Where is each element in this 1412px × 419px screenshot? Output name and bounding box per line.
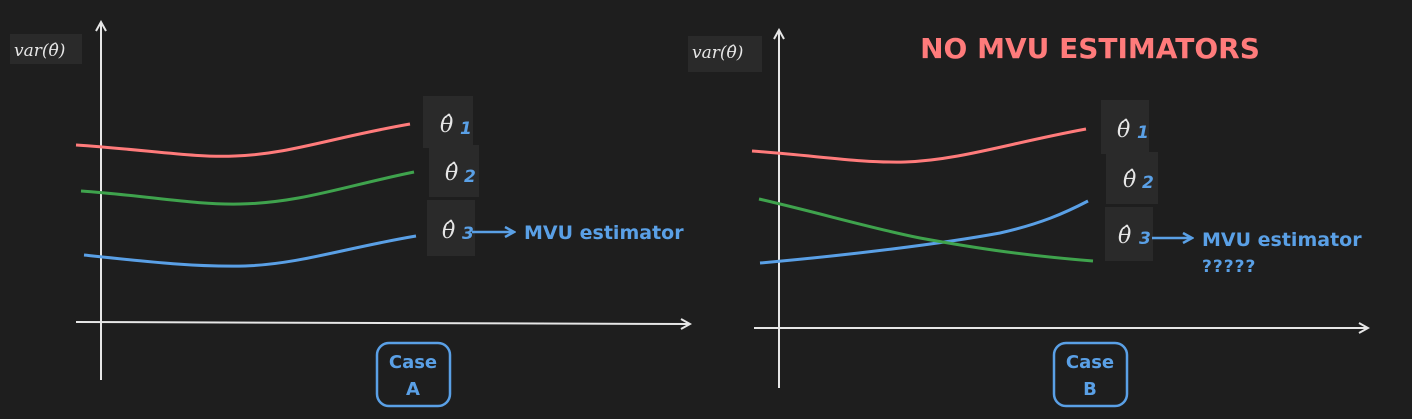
estimator-label-2-a: θ̂ 2 (429, 145, 479, 197)
curve-theta1-a (75, 122, 411, 158)
estimator-subscript: 2 (1142, 173, 1154, 193)
panel-a: var(θ̂) θ̂ 1 θ̂ 2 θ̂ 3 MVU estimator Cas (10, 22, 690, 408)
theta-hat-symbol: θ̂ (1123, 168, 1136, 193)
estimator-subscript: 2 (464, 167, 476, 187)
case-badge-a-line2: A (406, 379, 420, 400)
theta-hat-symbol: θ̂ (1118, 224, 1131, 249)
case-badge-b (1052, 341, 1129, 408)
curve-theta3-a (83, 234, 417, 268)
curve-theta1-b (751, 127, 1087, 164)
estimator-label-2-b: θ̂ 2 (1106, 152, 1158, 204)
estimator-label-1-a: θ̂ 1 (423, 96, 473, 148)
curve-theta2-a (80, 170, 415, 206)
estimator-label-3-b: θ̂ 3 (1105, 207, 1153, 261)
mvu-annotation-b: MVU estimator (1202, 229, 1362, 251)
case-badge-b-line2: B (1083, 379, 1097, 400)
y-axis-label-a: var(θ̂) (14, 41, 65, 61)
estimator-label-3-a: θ̂ 3 (427, 200, 475, 256)
curve-theta3-b (758, 197, 1094, 263)
theta-hat-symbol: θ̂ (1117, 118, 1130, 143)
mvu-annotation-a: MVU estimator (524, 222, 684, 244)
y-axis-label-box-b (688, 36, 762, 72)
theta-hat-symbol: θ̂ (445, 161, 458, 186)
estimator-subscript: 1 (1137, 123, 1149, 143)
case-badge-a (375, 341, 452, 408)
mvu-question-b: ????? (1202, 257, 1256, 277)
estimator-subscript: 3 (462, 224, 474, 244)
case-badge-a-line1: Case (389, 352, 437, 373)
estimator-subscript: 3 (1139, 229, 1151, 249)
theta-hat-symbol: θ̂ (442, 219, 455, 244)
y-axis-label-box-a (10, 34, 82, 64)
curve-theta2-b (759, 199, 1089, 265)
estimator-label-1-b: θ̂ 1 (1101, 100, 1149, 154)
panel-b: NO MVU ESTIMATORS var(θ̂) θ̂ 1 θ̂ 2 θ̂ 3… (688, 30, 1368, 408)
estimator-subscript: 1 (460, 119, 472, 139)
panel-b-title: NO MVU ESTIMATORS (920, 32, 1260, 65)
x-axis-a (75, 322, 690, 324)
case-badge-b-line1: Case (1066, 352, 1114, 373)
y-axis-label-b: var(θ̂) (692, 43, 743, 63)
theta-hat-symbol: θ̂ (440, 113, 453, 138)
